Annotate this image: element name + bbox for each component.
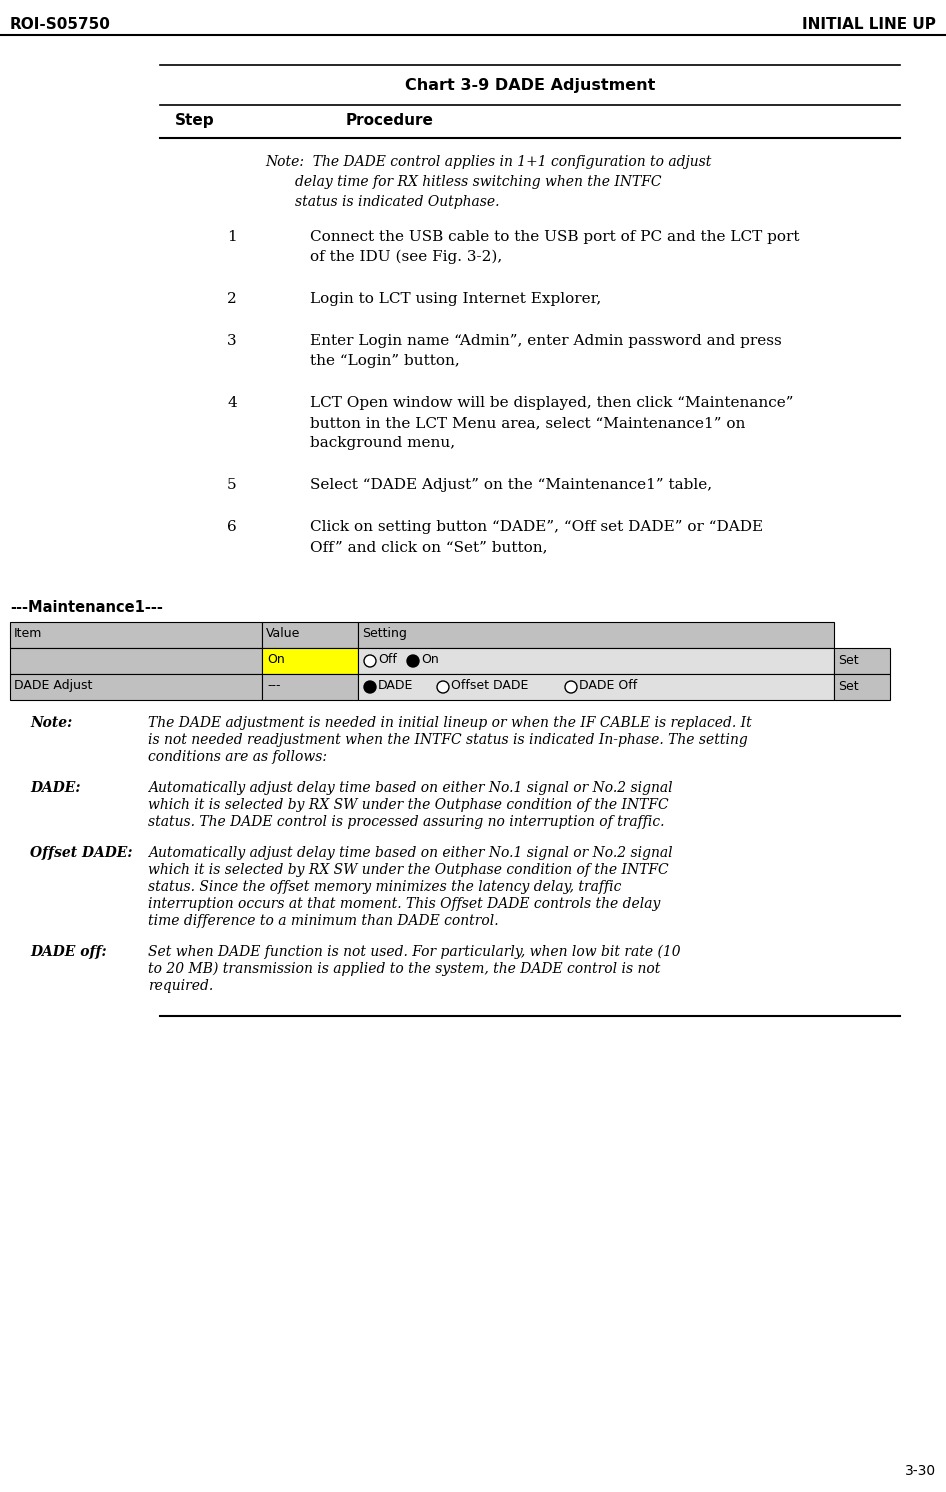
Text: Click on setting button “DADE”, “Off set DADE” or “DADE: Click on setting button “DADE”, “Off set… [310,521,763,534]
Text: On: On [267,653,285,665]
Text: Offset DADE: Offset DADE [451,679,529,692]
Bar [10,622,262,648]
Text: conditions are as follows:: conditions are as follows: [148,750,327,764]
Text: ROI-S05750: ROI-S05750 [10,16,111,31]
Text: Value: Value [266,627,301,640]
Text: time difference to a minimum than DADE control.: time difference to a minimum than DADE c… [148,915,499,928]
Circle shape [407,655,419,667]
Text: Login to LCT using Internet Explorer,: Login to LCT using Internet Explorer, [310,292,602,306]
Bar [358,648,834,674]
Circle shape [364,680,376,692]
Text: 1: 1 [227,230,236,245]
Text: Step: Step [175,113,215,128]
Bar [358,622,834,648]
Circle shape [565,680,577,692]
Text: interruption occurs at that moment. This Offset DADE controls the delay: interruption occurs at that moment. This… [148,897,660,912]
Text: is not needed readjustment when the INTFC status is indicated In-phase. The sett: is not needed readjustment when the INTF… [148,733,747,747]
Bar [358,674,834,700]
Text: DADE: DADE [378,679,413,692]
Text: 2: 2 [227,292,236,306]
Circle shape [364,655,376,667]
Bar [262,648,358,674]
Text: Item: Item [14,627,43,640]
Bar [262,622,358,648]
Text: 4: 4 [227,395,236,410]
Text: Setting: Setting [362,627,407,640]
Text: Set: Set [838,680,859,692]
Text: which it is selected by RX SW under the Outphase condition of the INTFC: which it is selected by RX SW under the … [148,862,669,877]
Text: to 20 MB) transmission is applied to the system, the DADE control is not: to 20 MB) transmission is applied to the… [148,962,660,976]
Text: ---: --- [267,679,281,692]
Circle shape [437,680,449,692]
Text: Set: Set [838,653,859,667]
Text: status is indicated Outphase.: status is indicated Outphase. [295,195,499,209]
Text: which it is selected by RX SW under the Outphase condition of the INTFC: which it is selected by RX SW under the … [148,798,669,812]
Text: 3-30: 3-30 [905,1464,936,1479]
Text: status. The DADE control is processed assuring no interruption of traffic.: status. The DADE control is processed as… [148,815,664,830]
Text: Procedure: Procedure [346,113,434,128]
Text: status. Since the offset memory minimizes the latency delay, traffic: status. Since the offset memory minimize… [148,880,622,894]
Text: DADE Off: DADE Off [579,679,638,692]
Text: INITIAL LINE UP: INITIAL LINE UP [802,16,936,31]
Text: button in the LCT Menu area, select “Maintenance1” on: button in the LCT Menu area, select “Mai… [310,416,745,430]
Text: required.: required. [148,979,213,994]
Text: DADE:: DADE: [30,780,80,795]
Text: The DADE adjustment is needed in initial lineup or when the IF CABLE is replaced: The DADE adjustment is needed in initial… [148,716,752,730]
Text: delay time for RX hitless switching when the INTFC: delay time for RX hitless switching when… [295,175,661,189]
Text: background menu,: background menu, [310,436,455,451]
Text: LCT Open window will be displayed, then click “Maintenance”: LCT Open window will be displayed, then … [310,395,794,410]
Text: 6: 6 [227,521,236,534]
Text: Enter Login name “Admin”, enter Admin password and press: Enter Login name “Admin”, enter Admin pa… [310,334,781,348]
Text: Off: Off [378,653,397,665]
Text: Off” and click on “Set” button,: Off” and click on “Set” button, [310,540,548,554]
Bar [262,674,358,700]
Text: DADE Adjust: DADE Adjust [14,679,93,692]
Text: Note:: Note: [30,716,72,730]
Text: Automatically adjust delay time based on either No.1 signal or No.2 signal: Automatically adjust delay time based on… [148,780,673,795]
Text: ---Maintenance1---: ---Maintenance1--- [10,600,163,615]
Text: DADE off:: DADE off: [30,944,107,959]
Text: Set when DADE function is not used. For particularly, when low bit rate (10: Set when DADE function is not used. For … [148,944,680,959]
Text: 3: 3 [227,334,236,348]
Text: Connect the USB cable to the USB port of PC and the LCT port: Connect the USB cable to the USB port of… [310,230,799,245]
Bar [834,648,890,674]
Text: 5: 5 [227,477,236,492]
Text: the “Login” button,: the “Login” button, [310,354,460,369]
Bar [10,648,262,674]
Text: On: On [421,653,439,665]
Text: Note:  The DADE control applies in 1+1 configuration to adjust: Note: The DADE control applies in 1+1 co… [265,155,711,169]
Text: of the IDU (see Fig. 3-2),: of the IDU (see Fig. 3-2), [310,251,502,264]
Bar [834,674,890,700]
Text: Chart 3-9 DADE Adjustment: Chart 3-9 DADE Adjustment [405,78,656,93]
Bar [10,674,262,700]
Text: Offset DADE:: Offset DADE: [30,846,132,859]
Text: Select “DADE Adjust” on the “Maintenance1” table,: Select “DADE Adjust” on the “Maintenance… [310,477,712,492]
Text: Automatically adjust delay time based on either No.1 signal or No.2 signal: Automatically adjust delay time based on… [148,846,673,859]
